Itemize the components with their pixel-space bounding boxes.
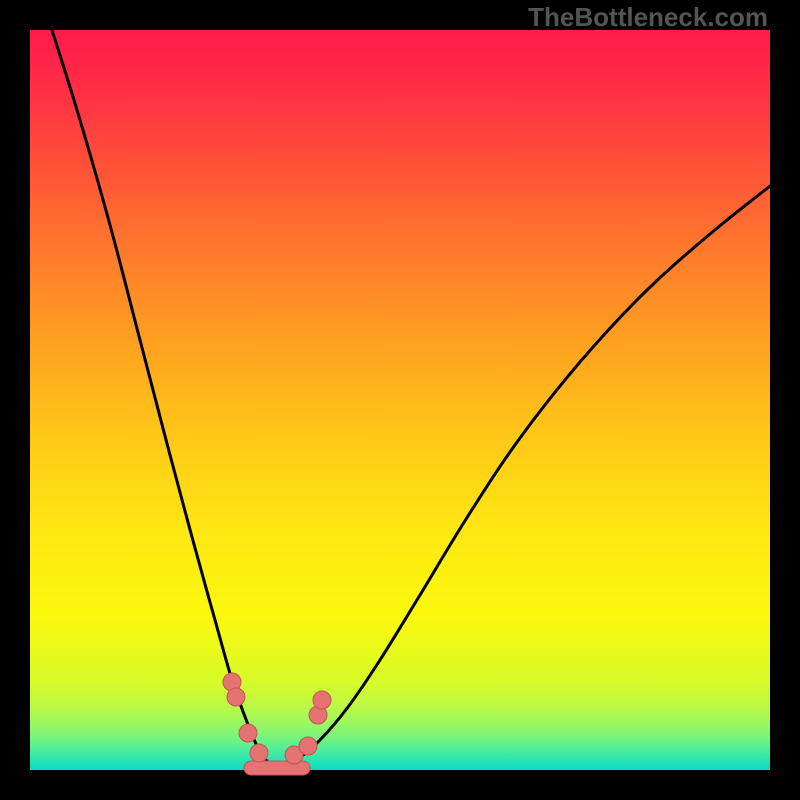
marker-dot [250, 744, 268, 762]
marker-bottom-bar [244, 761, 310, 775]
curve-right-branch [272, 186, 770, 766]
marker-dot [299, 737, 317, 755]
curve-layer [0, 0, 800, 800]
marker-dot [313, 691, 331, 709]
marker-dot [227, 688, 245, 706]
marker-dot [239, 724, 257, 742]
chart-canvas: TheBottleneck.com [0, 0, 800, 800]
curve-left-branch [52, 30, 272, 766]
